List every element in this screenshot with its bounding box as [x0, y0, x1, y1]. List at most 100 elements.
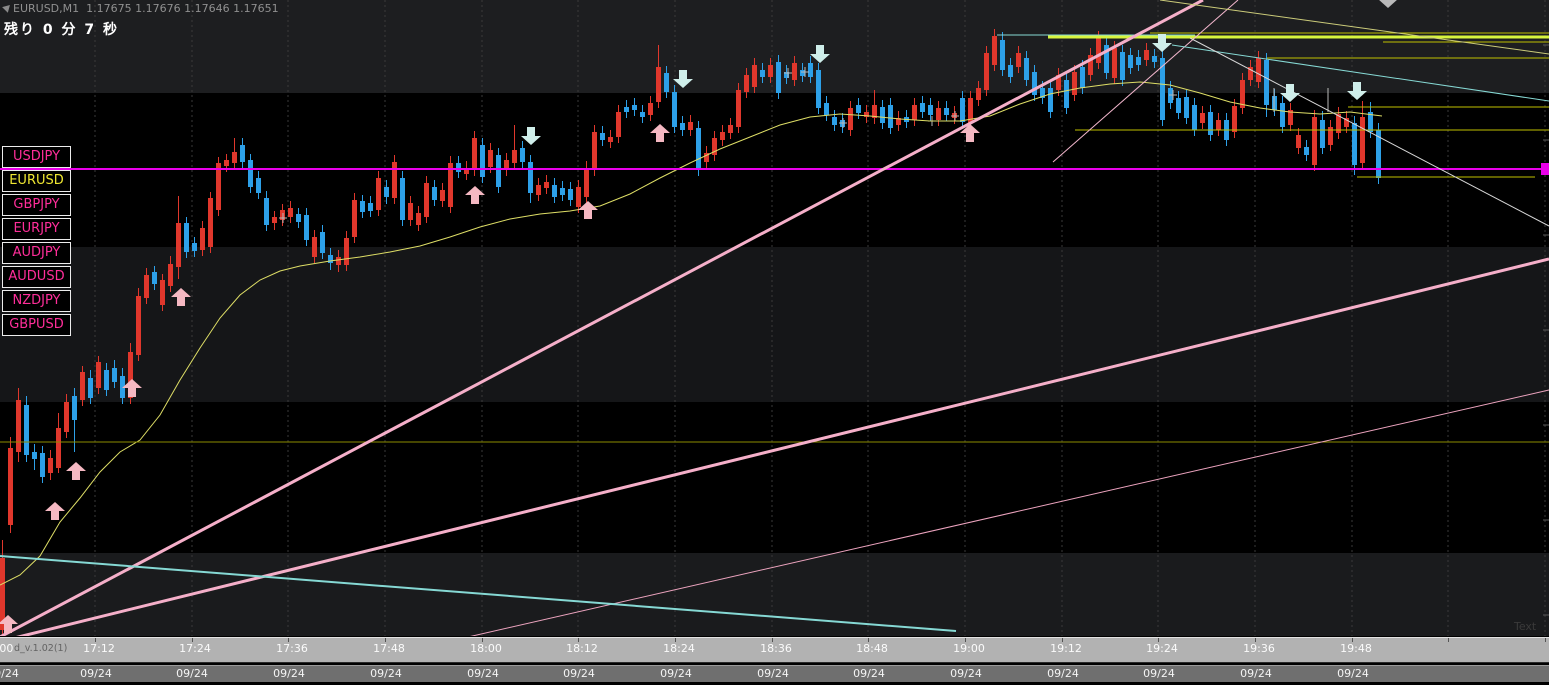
candle-body — [1152, 56, 1157, 62]
candle-body — [568, 189, 573, 200]
chart-title: EURUSD,M1 1.17675 1.17676 1.17646 1.1765… — [13, 2, 279, 15]
buy-signal-arrow-icon — [66, 462, 86, 480]
candle-body — [424, 183, 429, 217]
watchlist-item-audjpy[interactable]: AUDJPY — [2, 242, 71, 264]
time-label: 18:00 — [470, 642, 502, 655]
candle-body — [1344, 118, 1349, 127]
candle-body — [1160, 58, 1165, 120]
date-axis[interactable]: 09/24 09/24 09/24 09/24 09/24 09/24 09/24 09/24… — [0, 665, 1549, 682]
candle-body — [256, 178, 261, 193]
candle-body — [1352, 123, 1357, 165]
watchlist-item-eurjpy[interactable]: EURJPY — [2, 218, 71, 240]
trend-line[interactable] — [1189, 37, 1549, 227]
candle-body — [768, 65, 773, 77]
axis-tick — [1255, 638, 1256, 642]
watchlist-item-audusd[interactable]: AUDUSD — [2, 266, 71, 288]
axis-tick — [1352, 638, 1353, 642]
candle-body — [640, 112, 645, 117]
trend-line[interactable] — [0, 0, 1204, 636]
background-band — [0, 0, 1549, 93]
candle-body — [376, 178, 381, 210]
axis-tick — [675, 638, 676, 642]
watchlist-item-gbpjpy[interactable]: GBPJPY — [2, 194, 71, 216]
date-label: 09/24 — [176, 667, 208, 680]
candle-body — [648, 103, 653, 115]
candle-body — [856, 105, 861, 113]
candle-body — [192, 243, 197, 251]
candle-body — [344, 238, 349, 265]
candle-body — [512, 150, 517, 163]
watchlist: USDJPY EURUSD GBPJPY EURJPY AUDJPY AUDUSD NZDJ… — [2, 146, 71, 338]
candle-body — [752, 65, 757, 87]
candle-body — [248, 160, 253, 187]
watchlist-item-nzdjpy[interactable]: NZDJPY — [2, 290, 71, 312]
candle-body — [528, 162, 533, 193]
candle-body — [736, 90, 741, 127]
candle-body — [1008, 65, 1013, 77]
candle-body — [1280, 103, 1285, 127]
candle-body — [120, 376, 125, 398]
background-band — [0, 247, 1549, 402]
trend-line[interactable] — [0, 555, 957, 632]
candle-body — [32, 452, 37, 459]
date-label: 09/24 — [80, 667, 112, 680]
date-label: 09/24 — [1337, 667, 1369, 680]
trend-line[interactable] — [1052, 0, 1239, 163]
date-label: 09/24 — [563, 667, 595, 680]
candle-body — [1240, 80, 1245, 108]
candle-body — [1304, 147, 1309, 155]
candle-body — [288, 208, 293, 217]
candle-body — [152, 272, 157, 284]
candle-body — [1296, 135, 1301, 148]
candle-body — [552, 185, 557, 197]
trend-line[interactable] — [1171, 44, 1549, 102]
candle-body — [296, 214, 301, 222]
candle-body — [1072, 72, 1077, 95]
candle-body — [384, 187, 389, 197]
date-label: 09/24 — [467, 667, 499, 680]
candle-body — [160, 280, 165, 305]
candle-body — [608, 137, 613, 142]
candle-body — [1144, 50, 1149, 60]
buy-signal-arrow-icon — [960, 124, 980, 142]
axis-tick — [1158, 638, 1159, 642]
candle-body — [1120, 52, 1125, 80]
buy-signal-arrow-icon — [45, 502, 65, 520]
watchlist-item-gbpusd[interactable]: GBPUSD — [2, 314, 71, 336]
candle-body — [416, 213, 421, 225]
candle-body — [48, 458, 53, 473]
candle-body — [1200, 113, 1205, 123]
candle-body — [1248, 67, 1253, 80]
sell-signal-arrow-icon — [1280, 84, 1300, 102]
candle-body — [24, 405, 29, 455]
date-label: 09/24 — [1047, 667, 1079, 680]
candle-body — [536, 185, 541, 195]
candle-body — [1088, 55, 1093, 75]
watchlist-item-eurusd[interactable]: EURUSD — [2, 170, 71, 192]
watchlist-item-usdjpy[interactable]: USDJPY — [2, 146, 71, 168]
axis-tick — [1448, 638, 1449, 642]
candle-body — [1328, 127, 1333, 145]
trend-line[interactable] — [258, 389, 1549, 636]
candle-body — [672, 92, 677, 127]
axis-tick — [965, 638, 966, 642]
background-band — [0, 553, 1549, 636]
candle-body — [8, 448, 13, 525]
date-label: 09/24 — [370, 667, 402, 680]
date-label: 09/24 — [273, 667, 305, 680]
time-label: 17:12 — [83, 642, 115, 655]
candle-body — [920, 103, 925, 112]
candle-body — [40, 453, 45, 477]
sell-signal-arrow-icon — [1347, 82, 1367, 100]
axis-tick — [1062, 638, 1063, 642]
candle-body — [1192, 105, 1197, 130]
candle-body — [1064, 80, 1069, 108]
candle-body — [720, 132, 725, 140]
time-axis[interactable]: d_v.1.02(1) 7:00 17:12 17:24 17:36 17:48 18:0… — [0, 637, 1549, 663]
trend-line[interactable] — [1159, 0, 1549, 55]
chart-canvas[interactable] — [0, 0, 1549, 636]
candle-body — [208, 198, 213, 247]
axis-tick — [578, 638, 579, 642]
candle-body — [168, 264, 173, 286]
